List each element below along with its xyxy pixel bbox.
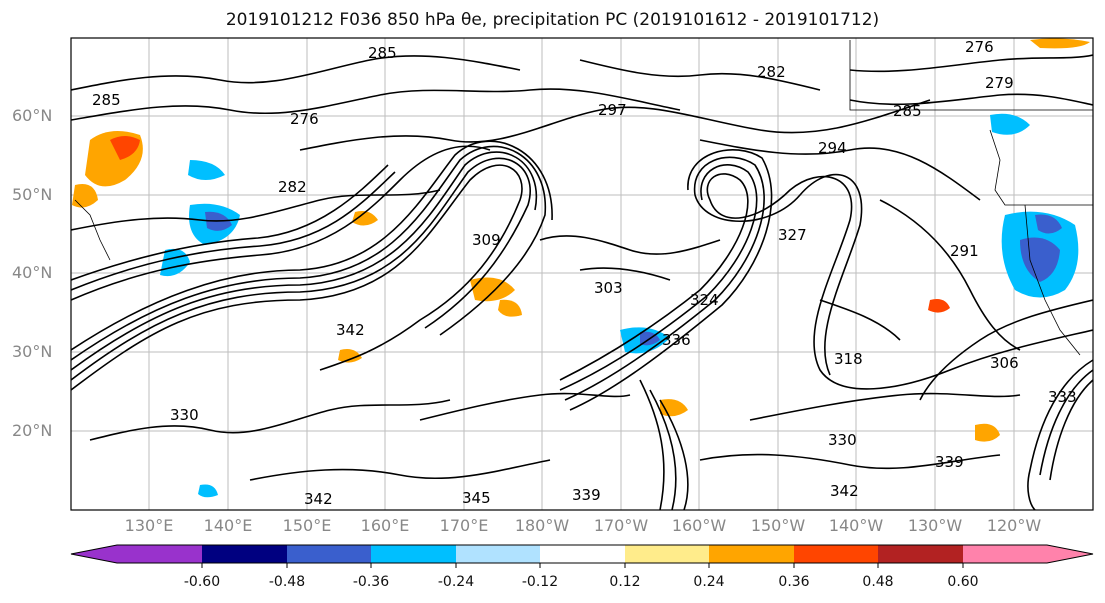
contour-label: 285 — [92, 91, 121, 109]
lon-label: 130°E — [124, 516, 174, 535]
lon-label: 170°W — [593, 516, 649, 535]
colorbar-swatch — [371, 545, 456, 563]
colorbar — [70, 544, 1094, 568]
lon-label: 130°W — [907, 516, 963, 535]
contour-label: 276 — [965, 38, 994, 56]
map-frame — [70, 37, 1094, 511]
contour-label: 318 — [834, 350, 863, 368]
colorbar-tick-label: 0.48 — [862, 574, 894, 590]
contour-label: 303 — [594, 279, 623, 297]
lat-label: 50°N — [12, 185, 53, 204]
map-gridlines — [71, 38, 1093, 510]
lon-label: 140°E — [203, 516, 253, 535]
contour-label: 333 — [1048, 388, 1077, 406]
contour-label: 324 — [690, 291, 719, 309]
lon-label: 150°E — [282, 516, 332, 535]
contour-label: 309 — [472, 231, 501, 249]
colorbar-swatch — [287, 545, 371, 563]
lon-label: 170°E — [439, 516, 489, 535]
colorbar-swatch — [456, 545, 540, 563]
colorbar-swatch — [878, 545, 963, 563]
contour-label: 282 — [757, 63, 786, 81]
contour-label: 345 — [462, 489, 491, 507]
lon-label: 160°W — [671, 516, 727, 535]
colorbar-swatch — [540, 545, 625, 563]
contour-label: 342 — [304, 490, 333, 508]
lat-label: 20°N — [12, 421, 53, 440]
colorbar-extend-max — [963, 545, 1093, 563]
contour-label: 330 — [170, 406, 199, 424]
colorbar-swatch — [625, 545, 709, 563]
contour-label: 294 — [818, 139, 847, 157]
map-plot: 285 276 285 282 297 276 285 279 282 294 … — [70, 37, 1094, 511]
lat-label: 40°N — [12, 263, 53, 282]
contour-label: 282 — [278, 178, 307, 196]
colorbar-tick-label: 0.12 — [609, 574, 641, 590]
colorbar-swatch — [794, 545, 878, 563]
contour-label: 327 — [778, 226, 807, 244]
colorbar-extend-min — [71, 545, 117, 563]
colorbar-tick-label: -0.12 — [521, 574, 559, 590]
contour-label: 342 — [336, 321, 365, 339]
colorbar-tick-label: -0.36 — [352, 574, 390, 590]
lon-label: 160°E — [360, 516, 410, 535]
contour-label: 306 — [990, 354, 1019, 372]
contour-label: 279 — [985, 74, 1014, 92]
colorbar-tick-label: 0.60 — [947, 574, 979, 590]
colorbar-tick-label: -0.60 — [183, 574, 221, 590]
contour-label: 285 — [893, 102, 922, 120]
lat-label: 60°N — [12, 106, 53, 125]
contour-label: 285 — [368, 44, 397, 62]
contour-labels: 285 276 285 282 297 276 285 279 282 294 … — [92, 38, 1077, 508]
colorbar-tick-label: 0.24 — [693, 574, 725, 590]
colorbar-swatch — [202, 545, 287, 563]
contour-label: 297 — [598, 101, 627, 119]
contour-label: 336 — [662, 331, 691, 349]
map-title: 2019101212 F036 850 hPa θe, precipitatio… — [225, 10, 880, 30]
theta-e-contours — [71, 54, 1093, 510]
colorbar-tick-label: -0.24 — [437, 574, 475, 590]
contour-label: 342 — [830, 482, 859, 500]
contour-label: 330 — [828, 431, 857, 449]
colorbar-tick-label: -0.48 — [268, 574, 306, 590]
lon-label: 180°W — [514, 516, 570, 535]
lon-label: 120°W — [986, 516, 1042, 535]
contour-label: 291 — [950, 242, 979, 260]
lon-label: 140°W — [828, 516, 884, 535]
contour-label: 339 — [572, 486, 601, 504]
coastlines — [74, 40, 1093, 356]
colorbar-swatch — [709, 545, 794, 563]
lon-label: 150°W — [750, 516, 806, 535]
colorbar-swatch — [117, 545, 202, 563]
lat-label: 30°N — [12, 342, 53, 361]
contour-label: 276 — [290, 110, 319, 128]
colorbar-tick-label: 0.36 — [778, 574, 810, 590]
contour-label: 339 — [935, 453, 964, 471]
